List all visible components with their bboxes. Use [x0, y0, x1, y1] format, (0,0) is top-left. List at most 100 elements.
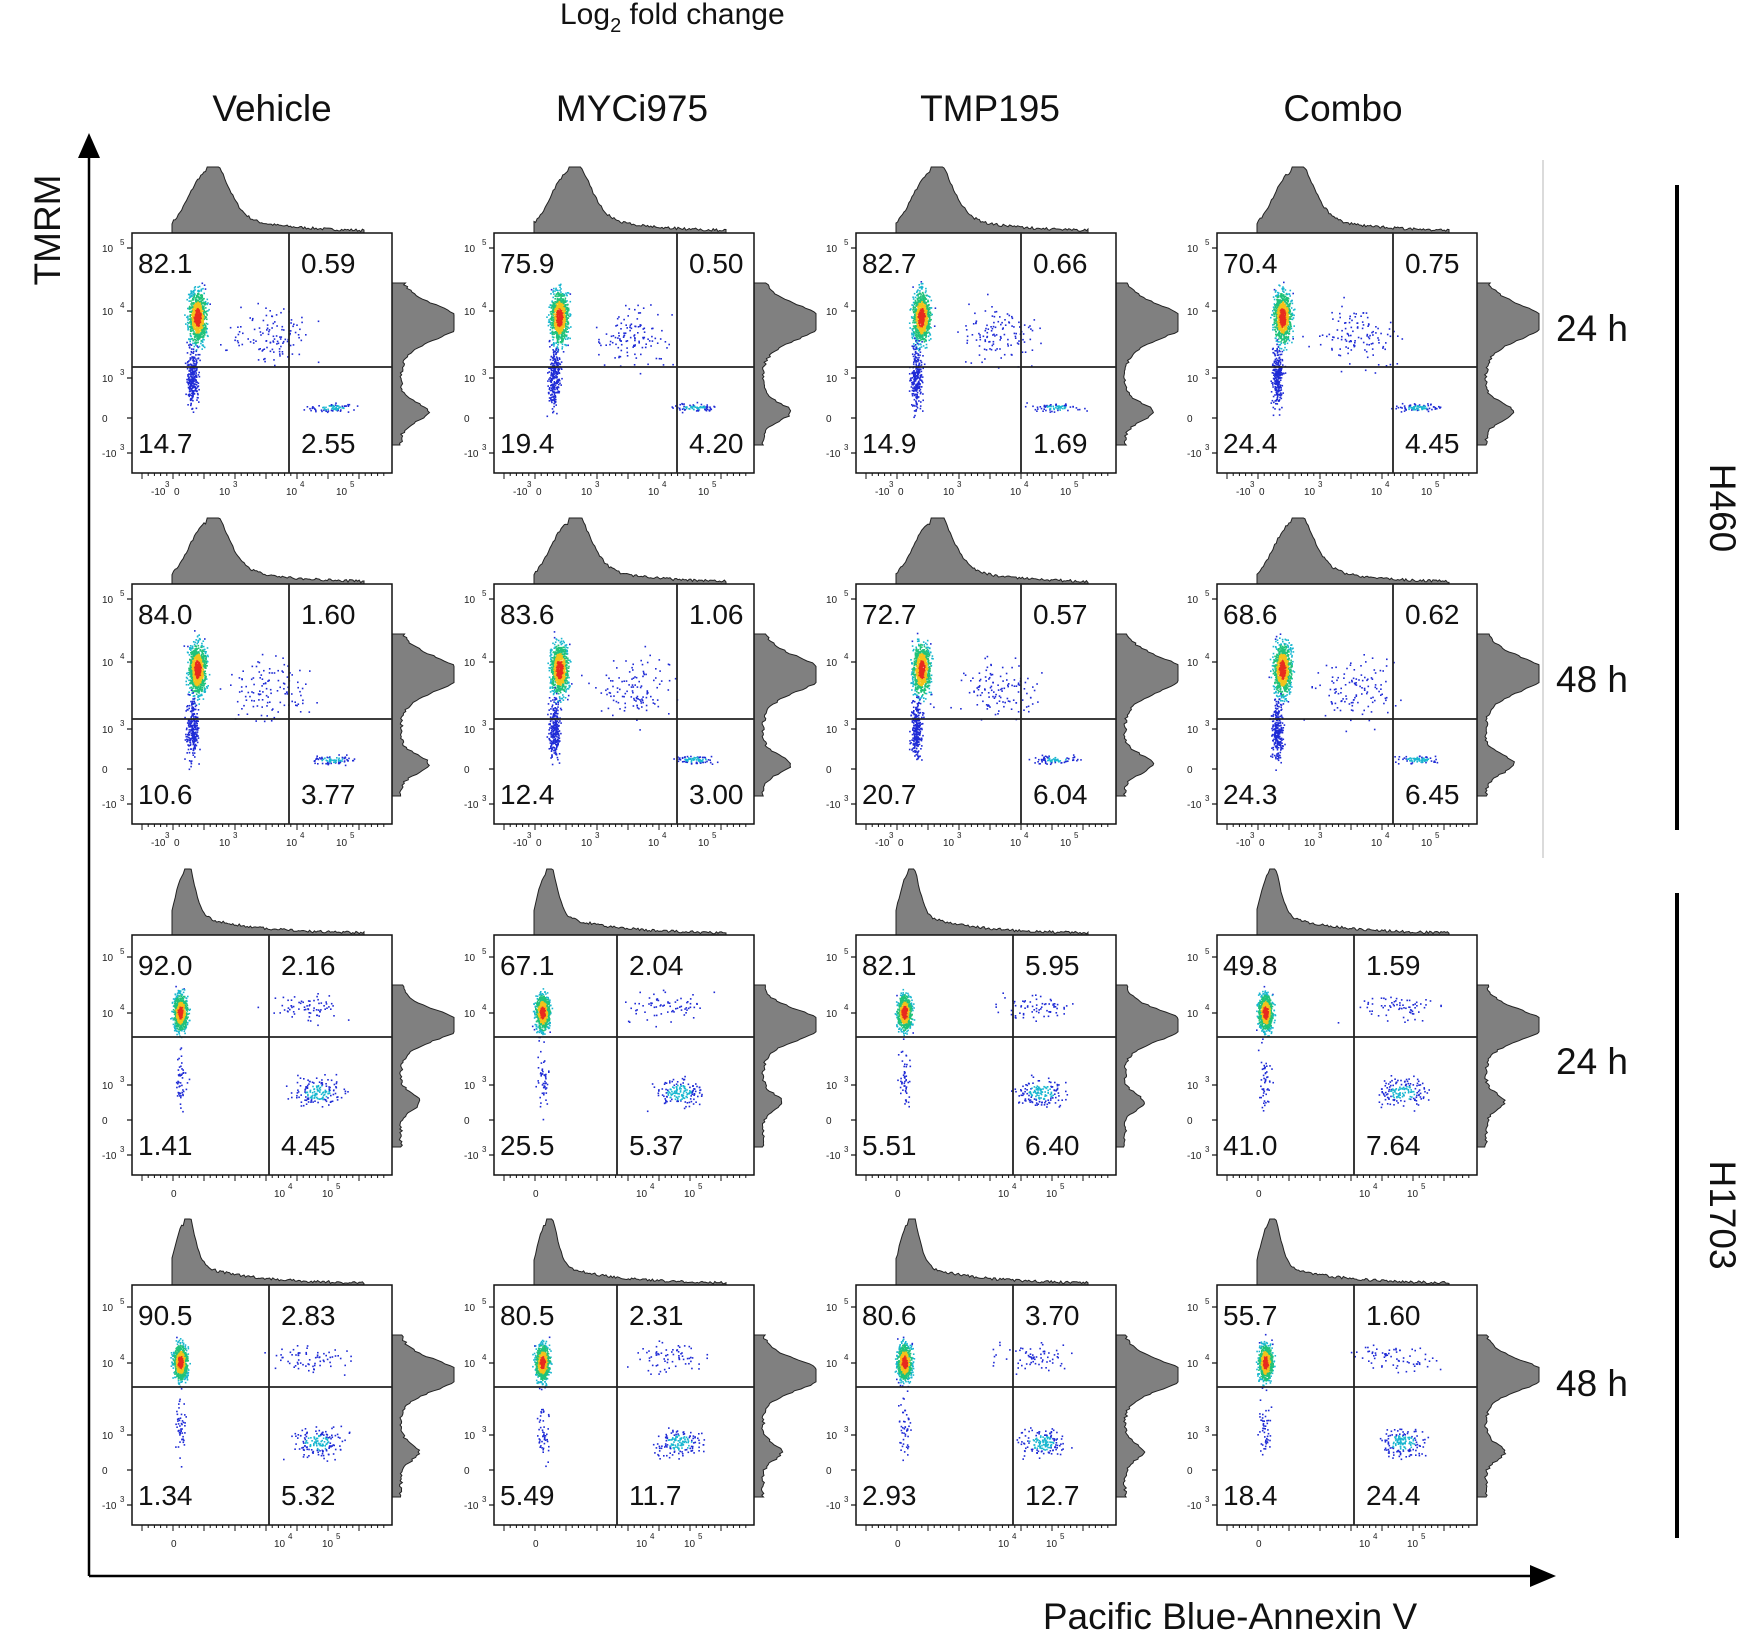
- data-point: [921, 346, 923, 348]
- y-tick-exponent: 3: [482, 443, 487, 452]
- data-point: [923, 300, 925, 302]
- data-point: [926, 310, 928, 312]
- data-point: [912, 322, 914, 324]
- data-point: [606, 333, 608, 335]
- data-point: [555, 305, 557, 307]
- data-point: [922, 355, 924, 357]
- data-point: [203, 327, 205, 329]
- data-point: [292, 353, 294, 355]
- data-point: [565, 298, 567, 300]
- data-point: [556, 293, 558, 295]
- data-point: [557, 392, 559, 394]
- data-point: [923, 345, 925, 347]
- data-point: [189, 326, 191, 328]
- data-point: [925, 290, 927, 292]
- data-point: [633, 335, 635, 337]
- data-point: [185, 323, 187, 325]
- data-point: [930, 319, 932, 321]
- data-point: [640, 312, 642, 314]
- data-point: [914, 399, 916, 401]
- data-point: [195, 344, 197, 346]
- data-point: [1025, 351, 1027, 353]
- data-point: [548, 319, 550, 321]
- data-point: [1000, 357, 1002, 359]
- data-point: [190, 374, 192, 376]
- data-point: [193, 359, 195, 361]
- data-point: [207, 304, 209, 306]
- quadrant-bottom-left-value: 19.4: [500, 428, 555, 459]
- data-point: [186, 379, 188, 381]
- data-point: [198, 312, 200, 314]
- data-point: [189, 341, 191, 343]
- data-point: [557, 310, 559, 312]
- data-point: [626, 347, 628, 349]
- data-point: [921, 288, 923, 290]
- data-point: [563, 293, 565, 295]
- data-point: [202, 320, 204, 322]
- quadrant-top-right-value: 0.59: [301, 248, 356, 279]
- data-point: [1067, 410, 1069, 412]
- data-point: [560, 328, 562, 330]
- data-point: [191, 344, 193, 346]
- data-point: [704, 406, 706, 408]
- x-tick-exponent: 3: [957, 480, 962, 489]
- data-point: [915, 332, 917, 334]
- data-point: [921, 380, 923, 382]
- data-point: [913, 393, 915, 395]
- data-point: [561, 368, 563, 370]
- data-point: [199, 298, 201, 300]
- data-point: [929, 309, 931, 311]
- data-point: [618, 357, 620, 359]
- data-point: [986, 337, 988, 339]
- data-point: [280, 312, 282, 314]
- data-point: [553, 354, 555, 356]
- data-point: [663, 364, 665, 366]
- data-point: [1018, 340, 1020, 342]
- data-point: [194, 311, 196, 313]
- data-point: [203, 306, 205, 308]
- data-point: [652, 340, 654, 342]
- data-point: [627, 315, 629, 317]
- data-point: [208, 309, 210, 311]
- data-point: [239, 331, 241, 333]
- data-point: [560, 312, 562, 314]
- figure-title-main: Log: [560, 0, 610, 31]
- data-point: [550, 293, 552, 295]
- data-point: [570, 315, 572, 317]
- data-point: [285, 339, 287, 341]
- data-point: [550, 397, 552, 399]
- data-point: [1037, 407, 1039, 409]
- data-point: [1040, 406, 1042, 408]
- data-point: [915, 300, 917, 302]
- data-point: [925, 333, 927, 335]
- quadrant-top-right-value: 0.50: [689, 248, 744, 279]
- data-point: [916, 405, 918, 407]
- data-point: [559, 310, 561, 312]
- data-point: [187, 368, 189, 370]
- data-point: [923, 329, 925, 331]
- data-point: [1037, 408, 1039, 410]
- data-point: [200, 304, 202, 306]
- data-point: [341, 407, 343, 409]
- data-point: [558, 333, 560, 335]
- data-point: [353, 409, 355, 411]
- data-point: [631, 323, 633, 325]
- data-point: [290, 330, 292, 332]
- data-point: [549, 400, 551, 402]
- data-point: [547, 385, 549, 387]
- data-point: [559, 305, 561, 307]
- data-point: [923, 326, 925, 328]
- data-point: [240, 307, 242, 309]
- top-histogram: [896, 167, 1088, 233]
- data-point: [189, 393, 191, 395]
- data-point: [282, 326, 284, 328]
- data-point: [552, 334, 554, 336]
- data-point: [553, 290, 555, 292]
- data-point: [559, 331, 561, 333]
- data-point: [1049, 408, 1051, 410]
- data-point: [651, 328, 653, 330]
- data-point: [1280, 341, 1282, 343]
- data-point: [279, 336, 281, 338]
- data-point: [922, 322, 924, 324]
- data-point: [920, 326, 922, 328]
